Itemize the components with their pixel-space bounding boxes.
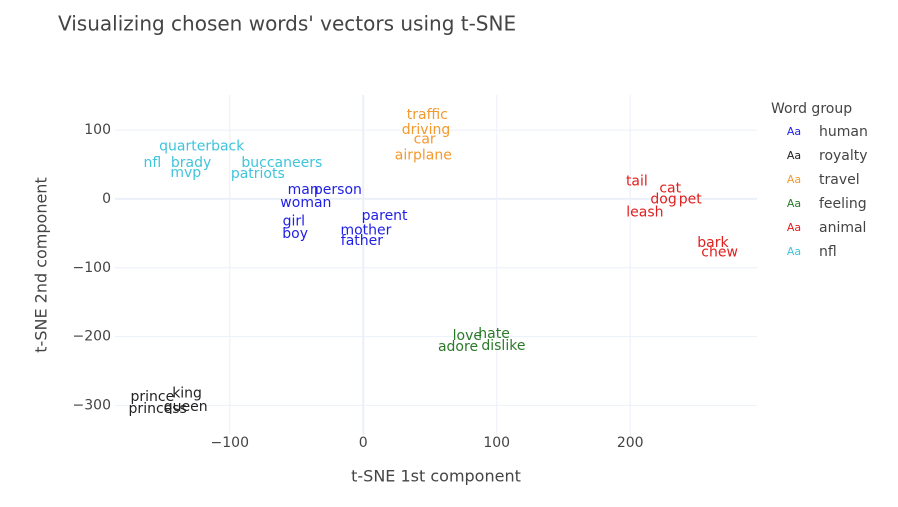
y-axis-title: t-SNE 2nd component xyxy=(32,177,51,352)
legend-symbol[interactable]: Aa xyxy=(787,173,801,186)
word-label: quarterback xyxy=(159,139,245,155)
word-label: princess xyxy=(129,401,187,417)
chart-title: Visualizing chosen words' vectors using … xyxy=(58,12,516,36)
word-label: airplane xyxy=(395,148,452,164)
word-label: queen xyxy=(164,399,208,415)
y-tick-label: 0 xyxy=(102,191,111,207)
word-label: traffic xyxy=(407,107,448,123)
legend-symbol[interactable]: Aa xyxy=(787,245,801,258)
word-label: father xyxy=(341,233,383,249)
word-label: brady xyxy=(171,155,211,171)
word-label: pet xyxy=(679,192,703,208)
legend-label[interactable]: feeling xyxy=(819,196,867,212)
word-label: parent xyxy=(362,208,408,224)
word-label: dislike xyxy=(481,338,525,354)
word-label: leash xyxy=(626,205,663,221)
word-label: man xyxy=(288,182,319,198)
word-label: car xyxy=(414,132,436,148)
legend-label[interactable]: travel xyxy=(819,172,860,188)
word-label: buccaneers xyxy=(241,155,322,171)
word-label: cat xyxy=(659,181,681,197)
legend-symbol[interactable]: Aa xyxy=(787,197,801,210)
legend-label[interactable]: human xyxy=(819,124,868,140)
legend-label[interactable]: nfl xyxy=(819,244,837,260)
legend-label[interactable]: royalty xyxy=(819,148,868,164)
word-label: mother xyxy=(340,223,391,239)
word-label: mvp xyxy=(170,165,201,181)
y-tick-label: 100 xyxy=(84,122,111,138)
x-tick-label: 0 xyxy=(359,435,368,451)
legend-symbol[interactable]: Aa xyxy=(787,149,801,162)
word-label: bark xyxy=(697,235,729,251)
x-tick-label: 100 xyxy=(483,435,510,451)
x-tick-label: 200 xyxy=(617,435,644,451)
x-tick-label: −100 xyxy=(211,435,249,451)
legend-title: Word group xyxy=(771,101,852,117)
word-label: king xyxy=(172,386,202,402)
word-label: tail xyxy=(626,174,648,190)
word-label: girl xyxy=(283,214,305,230)
y-tick-label: −200 xyxy=(73,329,111,345)
legend-symbol[interactable]: Aa xyxy=(787,125,801,138)
word-label: chew xyxy=(701,245,738,261)
word-label: prince xyxy=(131,389,175,405)
word-label: woman xyxy=(280,195,331,211)
word-label: love xyxy=(453,328,482,344)
word-label: driving xyxy=(402,122,450,138)
word-label: adore xyxy=(438,339,478,355)
word-label: dog xyxy=(650,192,676,208)
word-label: boy xyxy=(282,226,308,242)
y-tick-label: −300 xyxy=(73,397,111,413)
legend-label[interactable]: animal xyxy=(819,220,866,236)
legend-symbol[interactable]: Aa xyxy=(787,221,801,234)
word-label: patriots xyxy=(231,166,285,182)
word-label: person xyxy=(314,182,362,198)
y-tick-label: −100 xyxy=(73,260,111,276)
x-axis-title: t-SNE 1st component xyxy=(351,467,521,486)
word-label: nfl xyxy=(144,155,162,171)
word-label: hate xyxy=(478,326,510,342)
